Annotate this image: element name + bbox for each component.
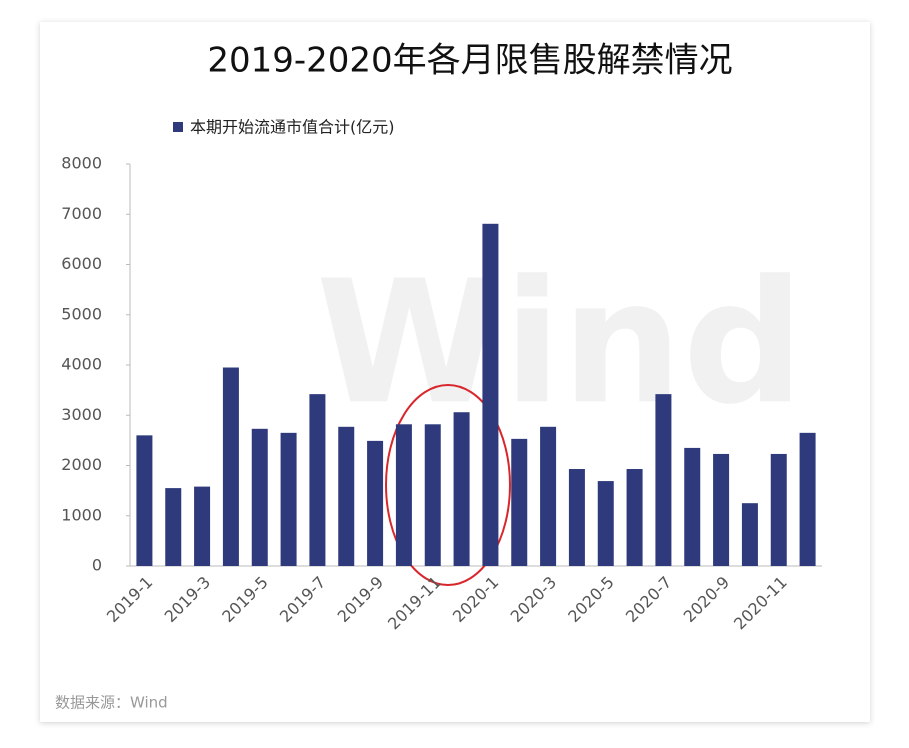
bar xyxy=(741,503,758,566)
chart-title: 2019-2020年各月限售股解禁情况 xyxy=(207,41,732,81)
bar xyxy=(367,440,384,566)
bar xyxy=(799,432,816,566)
card xyxy=(40,22,870,722)
legend-label: 本期开始流通市值合计(亿元) xyxy=(190,118,395,137)
bar xyxy=(684,447,701,566)
bar xyxy=(482,223,499,567)
legend-swatch xyxy=(173,122,183,132)
y-tick-label: 8000 xyxy=(61,154,102,173)
bar xyxy=(338,426,355,566)
y-tick-label: 4000 xyxy=(61,355,102,374)
bar xyxy=(136,435,153,566)
y-tick-label: 5000 xyxy=(61,304,102,323)
bar xyxy=(770,453,787,566)
bar xyxy=(655,394,672,566)
bar xyxy=(511,438,528,566)
bar xyxy=(568,469,585,566)
watermark: Wind xyxy=(316,244,805,442)
bar xyxy=(713,453,730,566)
y-tick-label: 0 xyxy=(92,556,102,575)
highlight-circle xyxy=(385,384,511,586)
y-tick-label: 1000 xyxy=(61,505,102,524)
bar xyxy=(309,394,326,566)
y-tick-label: 2000 xyxy=(61,455,102,474)
bar xyxy=(280,432,297,566)
bar xyxy=(597,481,614,566)
bar xyxy=(395,424,412,566)
bar xyxy=(194,486,211,566)
bar xyxy=(222,367,239,566)
source: 数据来源：Wind xyxy=(55,694,168,712)
bar xyxy=(165,488,182,566)
bar xyxy=(453,412,470,566)
y-tick-label: 7000 xyxy=(61,204,102,223)
bar xyxy=(424,424,441,566)
bar xyxy=(626,469,643,566)
y-tick-label: 6000 xyxy=(61,254,102,273)
y-tick-label: 3000 xyxy=(61,405,102,424)
bar xyxy=(251,428,268,566)
bar xyxy=(540,426,557,566)
